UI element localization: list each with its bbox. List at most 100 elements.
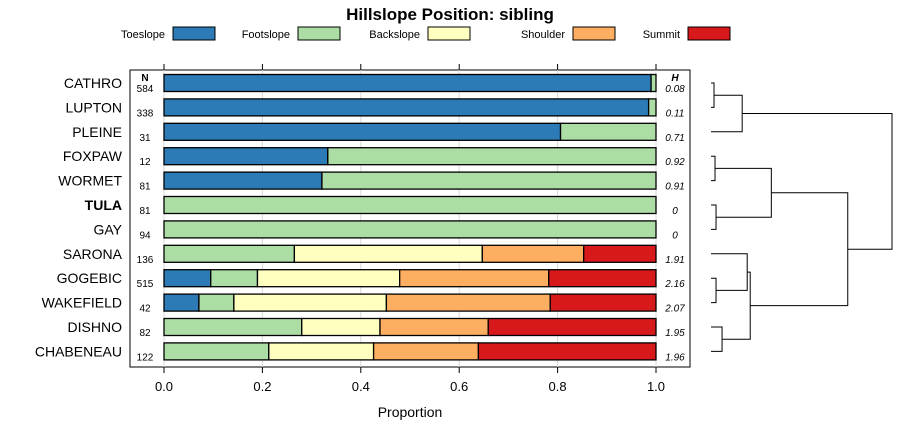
n-value-lupton: 338: [137, 108, 154, 119]
dendrogram-branch-5: [711, 277, 717, 304]
bar-wakefield-toeslope: [163, 293, 200, 312]
bar-gay-footslope: [163, 220, 657, 239]
bar-pleine-toeslope: [163, 122, 562, 141]
bar-chabeneau-footslope: [163, 342, 270, 361]
h-value-wormet: 0.91: [665, 182, 684, 193]
row-label-cathro: CATHRO: [64, 75, 122, 91]
bar-chabeneau-backslope: [268, 342, 375, 361]
chart-title: Hillslope Position: sibling: [346, 5, 554, 24]
n-value-chabeneau: 122: [137, 352, 154, 363]
dendrogram-branch-1: [711, 94, 743, 133]
plot-frame: [129, 69, 691, 368]
bar-dishno-shoulder: [379, 317, 489, 337]
row-label-wakefield: WAKEFIELD: [42, 295, 122, 311]
h-value-sarona: 1.91: [665, 255, 684, 266]
bar-wakefield-backslope: [233, 293, 388, 312]
bar-foxpaw-toeslope: [163, 147, 329, 166]
dendrogram-branch-2: [711, 155, 716, 182]
legend-label-toeslope: Toeslope: [121, 29, 165, 41]
h-value-gogebic: 2.16: [664, 279, 685, 290]
bar-wakefield-shoulder: [385, 293, 551, 312]
row-labels: CATHRO 584 0.08 LUPTON 338 0.11 PLEINE 31 0.71 FO…: [35, 75, 685, 363]
x-tick-label-4: 0.8: [549, 379, 567, 394]
n-value-cathro: 584: [137, 84, 154, 95]
legend-swatch-backslope: [427, 26, 471, 41]
bar-tula-footslope: [163, 195, 657, 215]
bar-wakefield-summit: [549, 293, 657, 312]
h-value-lupton: 0.11: [666, 108, 685, 119]
dendrogram-branch-7: [711, 326, 723, 352]
bar-sarona-footslope: [163, 244, 296, 263]
bar-sarona-backslope: [293, 244, 483, 263]
n-value-sarona: 136: [137, 255, 154, 266]
x-axis-label: Proportion: [378, 404, 443, 420]
bar-lupton-footslope: [647, 98, 657, 117]
bar-dishno-summit: [487, 317, 657, 337]
legend-label-backslope: Backslope: [369, 29, 420, 41]
n-value-tula: 81: [139, 206, 151, 217]
dendrogram-branch-0: [711, 82, 715, 108]
legend-swatch-summit: [687, 26, 731, 41]
n-value-gay: 94: [139, 230, 151, 241]
x-tick-label-3: 0.6: [450, 379, 468, 394]
dendrogram-branch-4: [715, 167, 772, 218]
h-value-foxpaw: 0.92: [665, 157, 685, 168]
bar-sarona-shoulder: [481, 244, 585, 263]
legend: Toeslope Footslope Backslope Shoulder Summit: [121, 26, 731, 41]
bar-gogebic-shoulder: [399, 269, 550, 288]
h-value-gay: 0: [672, 230, 678, 241]
h-value-cathro: 0.08: [665, 84, 685, 95]
h-value-tula: 0: [672, 206, 678, 217]
x-tick-label-1: 0.2: [253, 379, 271, 394]
bar-foxpaw-footslope: [327, 147, 657, 166]
row-label-gay: GAY: [93, 221, 122, 237]
row-label-wormet: WORMET: [58, 173, 122, 189]
bar-wakefield-footslope: [198, 293, 235, 312]
n-value-dishno: 82: [139, 328, 151, 339]
bar-chabeneau-summit: [477, 342, 657, 361]
bar-sarona-summit: [583, 244, 657, 263]
bar-chabeneau-shoulder: [372, 342, 480, 361]
h-header: H: [671, 73, 679, 84]
h-value-dishno: 1.95: [665, 328, 685, 339]
dendrogram-branch-10: [742, 113, 893, 250]
legend-swatch-toeslope: [172, 26, 216, 41]
legend-label-footslope: Footslope: [242, 29, 290, 41]
row-label-lupton: LUPTON: [65, 99, 122, 115]
bar-cathro-footslope: [650, 73, 657, 93]
x-axis: 0.0 0.2 0.4 0.6 0.8 1.0: [155, 64, 665, 394]
h-value-wakefield: 2.07: [664, 304, 685, 315]
row-label-foxpaw: FOXPAW: [63, 148, 123, 164]
bar-gogebic-footslope: [210, 269, 259, 288]
bar-gogebic-backslope: [256, 269, 401, 288]
n-value-foxpaw: 12: [139, 157, 151, 168]
dendrogram: [711, 82, 893, 352]
legend-label-summit: Summit: [643, 29, 680, 41]
row-label-tula: TULA: [85, 197, 122, 213]
n-header: N: [141, 73, 148, 84]
h-value-chabeneau: 1.96: [665, 352, 685, 363]
bar-gogebic-summit: [548, 269, 657, 288]
n-value-gogebic: 515: [137, 279, 154, 290]
bar-dishno-footslope: [163, 317, 303, 337]
dendrogram-branch-3: [711, 204, 717, 230]
legend-swatch-footslope: [297, 26, 341, 41]
legend-label-shoulder: Shoulder: [521, 29, 565, 41]
legend-swatch-shoulder: [572, 26, 616, 41]
x-tick-label-5: 1.0: [647, 379, 665, 394]
bar-lupton-toeslope: [163, 98, 650, 117]
bar-gogebic-toeslope: [163, 269, 212, 288]
row-label-pleine: PLEINE: [72, 124, 122, 140]
bar-cathro-toeslope: [163, 73, 652, 93]
x-tick-label-0: 0.0: [155, 379, 173, 394]
bars: [163, 73, 657, 361]
h-value-pleine: 0.71: [665, 133, 684, 144]
bar-wormet-footslope: [321, 171, 657, 190]
bar-pleine-footslope: [559, 122, 657, 141]
x-tick-label-2: 0.4: [352, 379, 370, 394]
row-label-gogebic: GOGEBIC: [57, 270, 122, 286]
row-label-chabeneau: CHABENEAU: [35, 343, 122, 359]
bar-dishno-backslope: [301, 317, 381, 337]
n-value-wakefield: 42: [139, 304, 151, 315]
